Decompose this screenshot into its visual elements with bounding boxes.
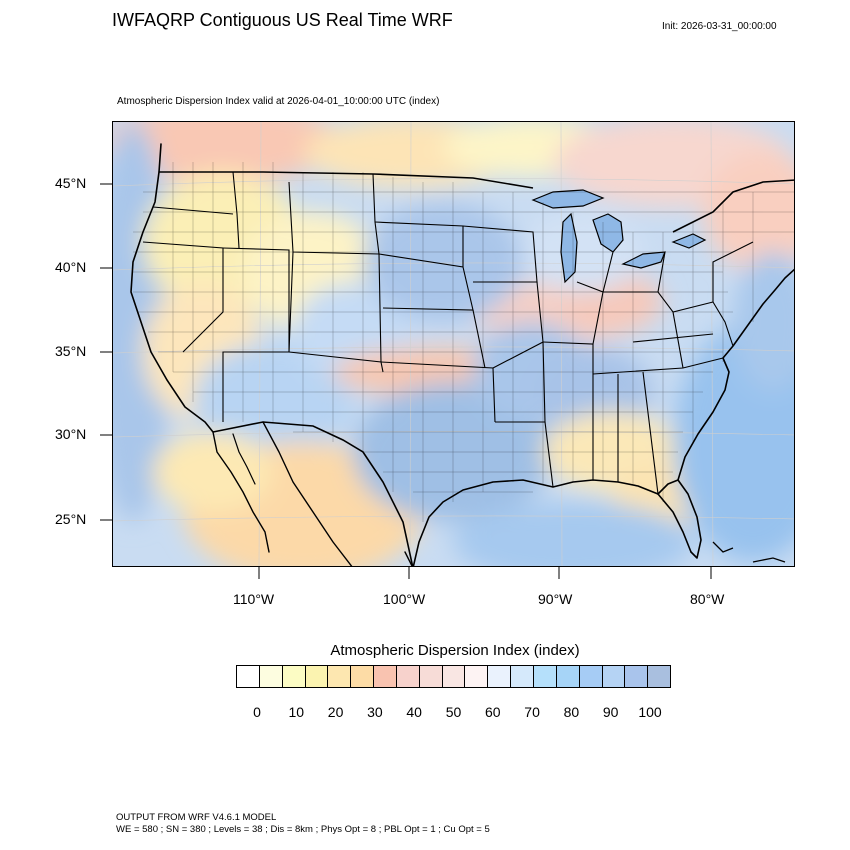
legend-swatch [305, 666, 329, 687]
legend-swatch [579, 666, 603, 687]
legend-swatch [419, 666, 443, 687]
legend-tick-label: 70 [524, 704, 540, 720]
legend-tick-label: 100 [638, 704, 662, 720]
legend-tick-label: 0 [253, 704, 261, 720]
legend-swatch [465, 666, 489, 687]
legend-swatch [511, 666, 534, 687]
legend-tick-label: 30 [367, 704, 383, 720]
legend-swatch [602, 666, 626, 687]
legend-tick-label: 60 [485, 704, 501, 720]
caribbean-islands [712, 541, 786, 563]
chart-title: IWFAQRP Contiguous US Real Time WRF [112, 10, 453, 30]
legend-tick-label: 50 [445, 704, 462, 720]
coastlines [130, 143, 794, 566]
legend-swatch [374, 666, 397, 687]
init-time-label: Init: 2026-03-31_00:00:00 [662, 21, 777, 32]
legend-tick-label: 80 [563, 704, 580, 720]
footer-config-line: WE = 580 ; SN = 380 ; Levels = 38 ; Dis … [116, 824, 490, 835]
footer-model-line: OUTPUT FROM WRF V4.6.1 MODEL [116, 812, 277, 823]
lon-label-90: 90°W [538, 591, 573, 607]
legend-swatch [648, 666, 671, 687]
lon-label-110: 110°W [233, 591, 275, 607]
lon-label-80: 80°W [690, 591, 725, 607]
legend-colorbar [236, 665, 671, 688]
legend-swatch [237, 666, 260, 687]
legend-swatch [282, 666, 306, 687]
lon-label-100: 100°W [383, 591, 426, 607]
lat-label-45: 45°N [55, 175, 87, 191]
legend-swatch [442, 666, 466, 687]
legend-swatch [488, 666, 512, 687]
legend-tick-label: 20 [327, 704, 344, 720]
legend-tick-label: 90 [602, 704, 619, 720]
map-subtitle: Atmospheric Dispersion Index valid at 20… [117, 96, 440, 107]
lat-label-35: 35°N [55, 343, 87, 359]
lat-label-25: 25°N [55, 511, 87, 527]
legend-title: Atmospheric Dispersion Index (index) [330, 642, 580, 659]
map-canvas [113, 122, 794, 566]
legend-swatch [625, 666, 649, 687]
legend-swatch [533, 666, 557, 687]
map-panel [112, 121, 795, 567]
legend-tick-label: 40 [406, 704, 422, 720]
legend-swatch [396, 666, 420, 687]
legend-swatch [328, 666, 352, 687]
legend-swatch [259, 666, 283, 687]
legend-swatch [351, 666, 375, 687]
legend-swatch [556, 666, 580, 687]
county-boundaries [133, 162, 794, 522]
legend-tick-label: 10 [288, 704, 305, 720]
lat-label-40: 40°N [55, 259, 87, 275]
lat-label-30: 30°N [55, 426, 87, 442]
